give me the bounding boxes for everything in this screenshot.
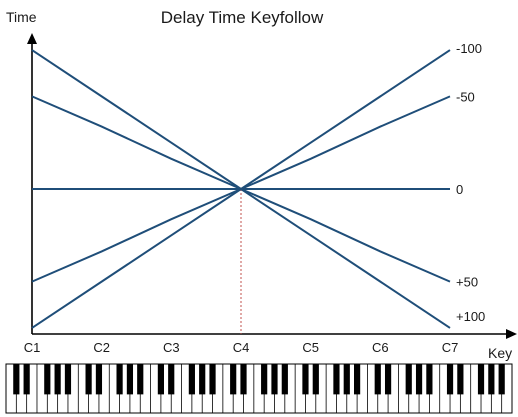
black-key [312,364,319,395]
x-tick-label: C4 [233,340,250,355]
axes [27,33,517,339]
black-key [488,364,495,395]
series-label: +100 [456,309,485,324]
black-key [354,364,361,395]
black-key [23,364,30,395]
x-tick-label: C5 [302,340,319,355]
black-key [85,364,92,395]
black-key [64,364,72,395]
black-key [230,364,237,395]
black-key [477,364,485,395]
black-key [95,364,103,395]
black-key [126,364,134,395]
keyboard-frame [5,363,513,414]
black-key [13,364,20,395]
x-tick-label: C7 [442,340,459,355]
black-key [261,364,268,395]
x-tick-label: C3 [163,340,180,355]
x-axis-label: Key [488,345,512,361]
black-key [240,364,247,395]
series-line [31,49,451,329]
x-tick-labels: C1 C2 C3 C4 C5 C6 C7 [24,340,459,355]
black-key [405,364,412,395]
x-tick-label: C1 [24,340,41,355]
black-key [199,364,206,395]
black-key [44,364,51,395]
series-labels: -100 -50 0 +50 +100 [456,41,485,324]
black-key [188,364,195,395]
piano-keyboard [5,363,513,414]
black-key [271,364,278,395]
x-tick-label: C6 [372,340,389,355]
series-layer [31,49,451,329]
black-key [374,364,381,395]
black-key [137,364,144,395]
series-label: 0 [456,182,463,197]
black-key [457,364,464,395]
black-key [54,364,61,395]
black-key [415,364,423,395]
black-key [281,364,288,395]
x-axis-arrow [506,329,517,339]
x-tick-label: C2 [93,340,110,355]
black-key [384,364,392,395]
chart-title: Delay Time Keyfollow [161,8,324,27]
black-key [157,364,164,395]
series-label: -100 [456,41,482,56]
y-axis-arrow [27,33,37,44]
black-key [333,364,340,395]
series-label: +50 [456,275,478,290]
black-key [302,364,309,395]
black-key [116,364,123,395]
black-key [446,364,454,395]
black-key [426,364,433,395]
black-key [343,364,350,395]
black-key [209,364,216,395]
black-key [498,364,505,395]
y-axis-label: Time [6,9,37,25]
series-label: -50 [456,89,475,104]
black-key [168,364,175,395]
